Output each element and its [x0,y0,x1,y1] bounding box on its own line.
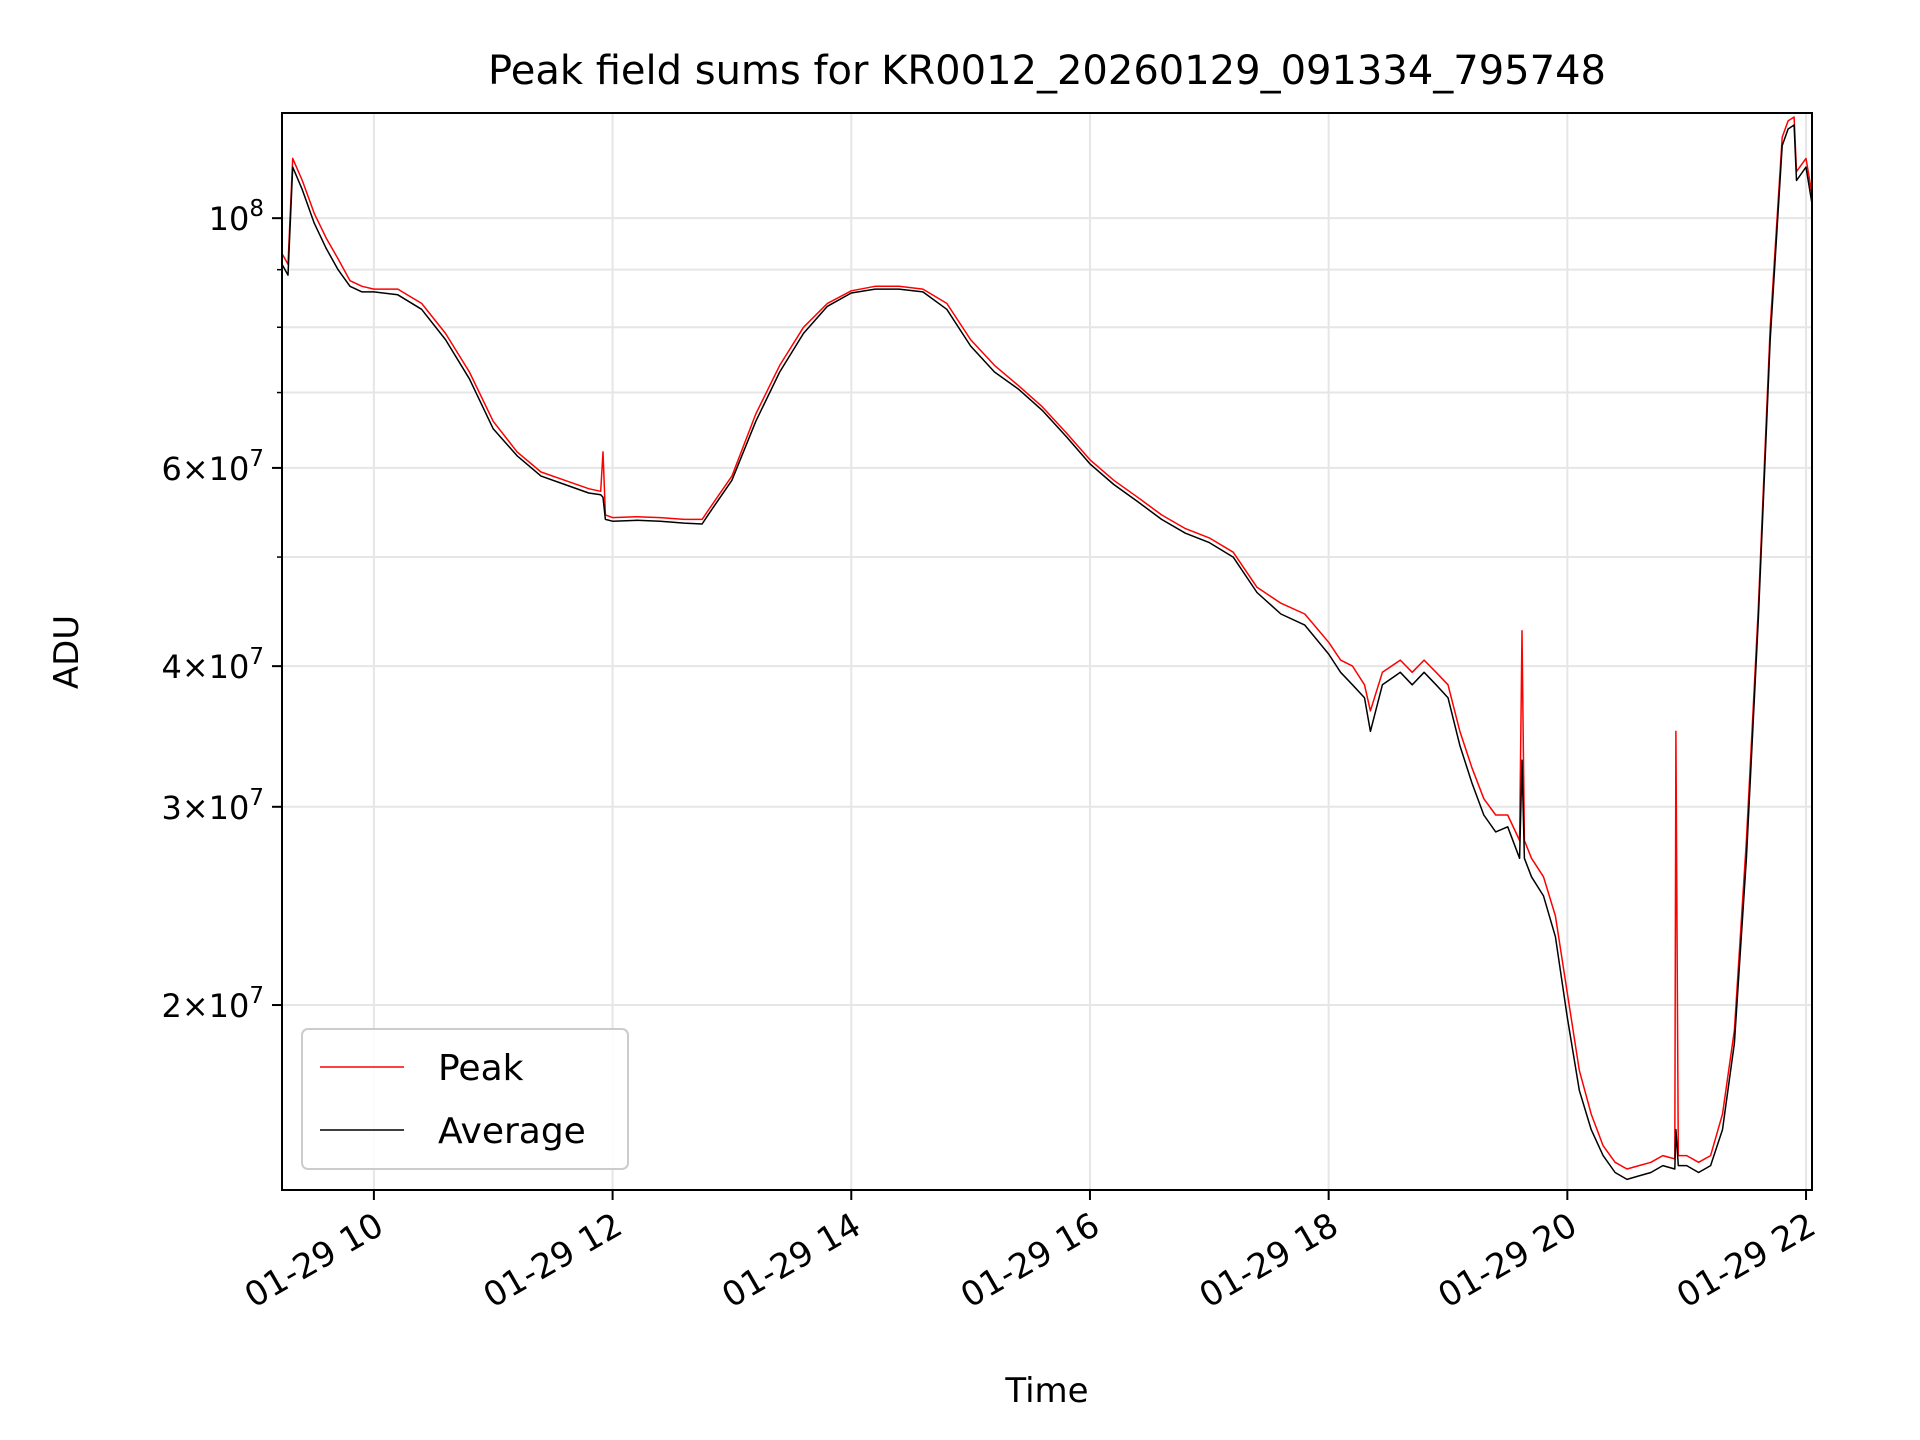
legend-box [301,1028,629,1170]
series-line-peak [282,116,1812,1170]
grid-lines [282,113,1812,1190]
series-line-average [282,124,1812,1181]
y-tick-label: 6×107 [161,446,264,488]
y-tick-label: 108 [209,196,264,238]
y-tick-label: 4×107 [161,644,264,686]
chart-title: Peak field sums for KR0012_20260129_0913… [488,48,1606,94]
y-tick-label: 2×107 [161,983,264,1025]
legend: Peak Average [301,1028,629,1170]
plot-area [282,116,1812,1181]
legend-average-label: Average [438,1111,586,1152]
axes-frame [281,112,1813,1191]
y-tick-label: 3×107 [161,785,264,827]
y-axis-label: ADU [47,615,87,689]
legend-peak-label: Peak [438,1048,524,1089]
x-axis-label: Time [1004,1371,1088,1411]
y-axis-ticks: 108 6×107 4×107 3×107 2×107 [161,196,282,1025]
